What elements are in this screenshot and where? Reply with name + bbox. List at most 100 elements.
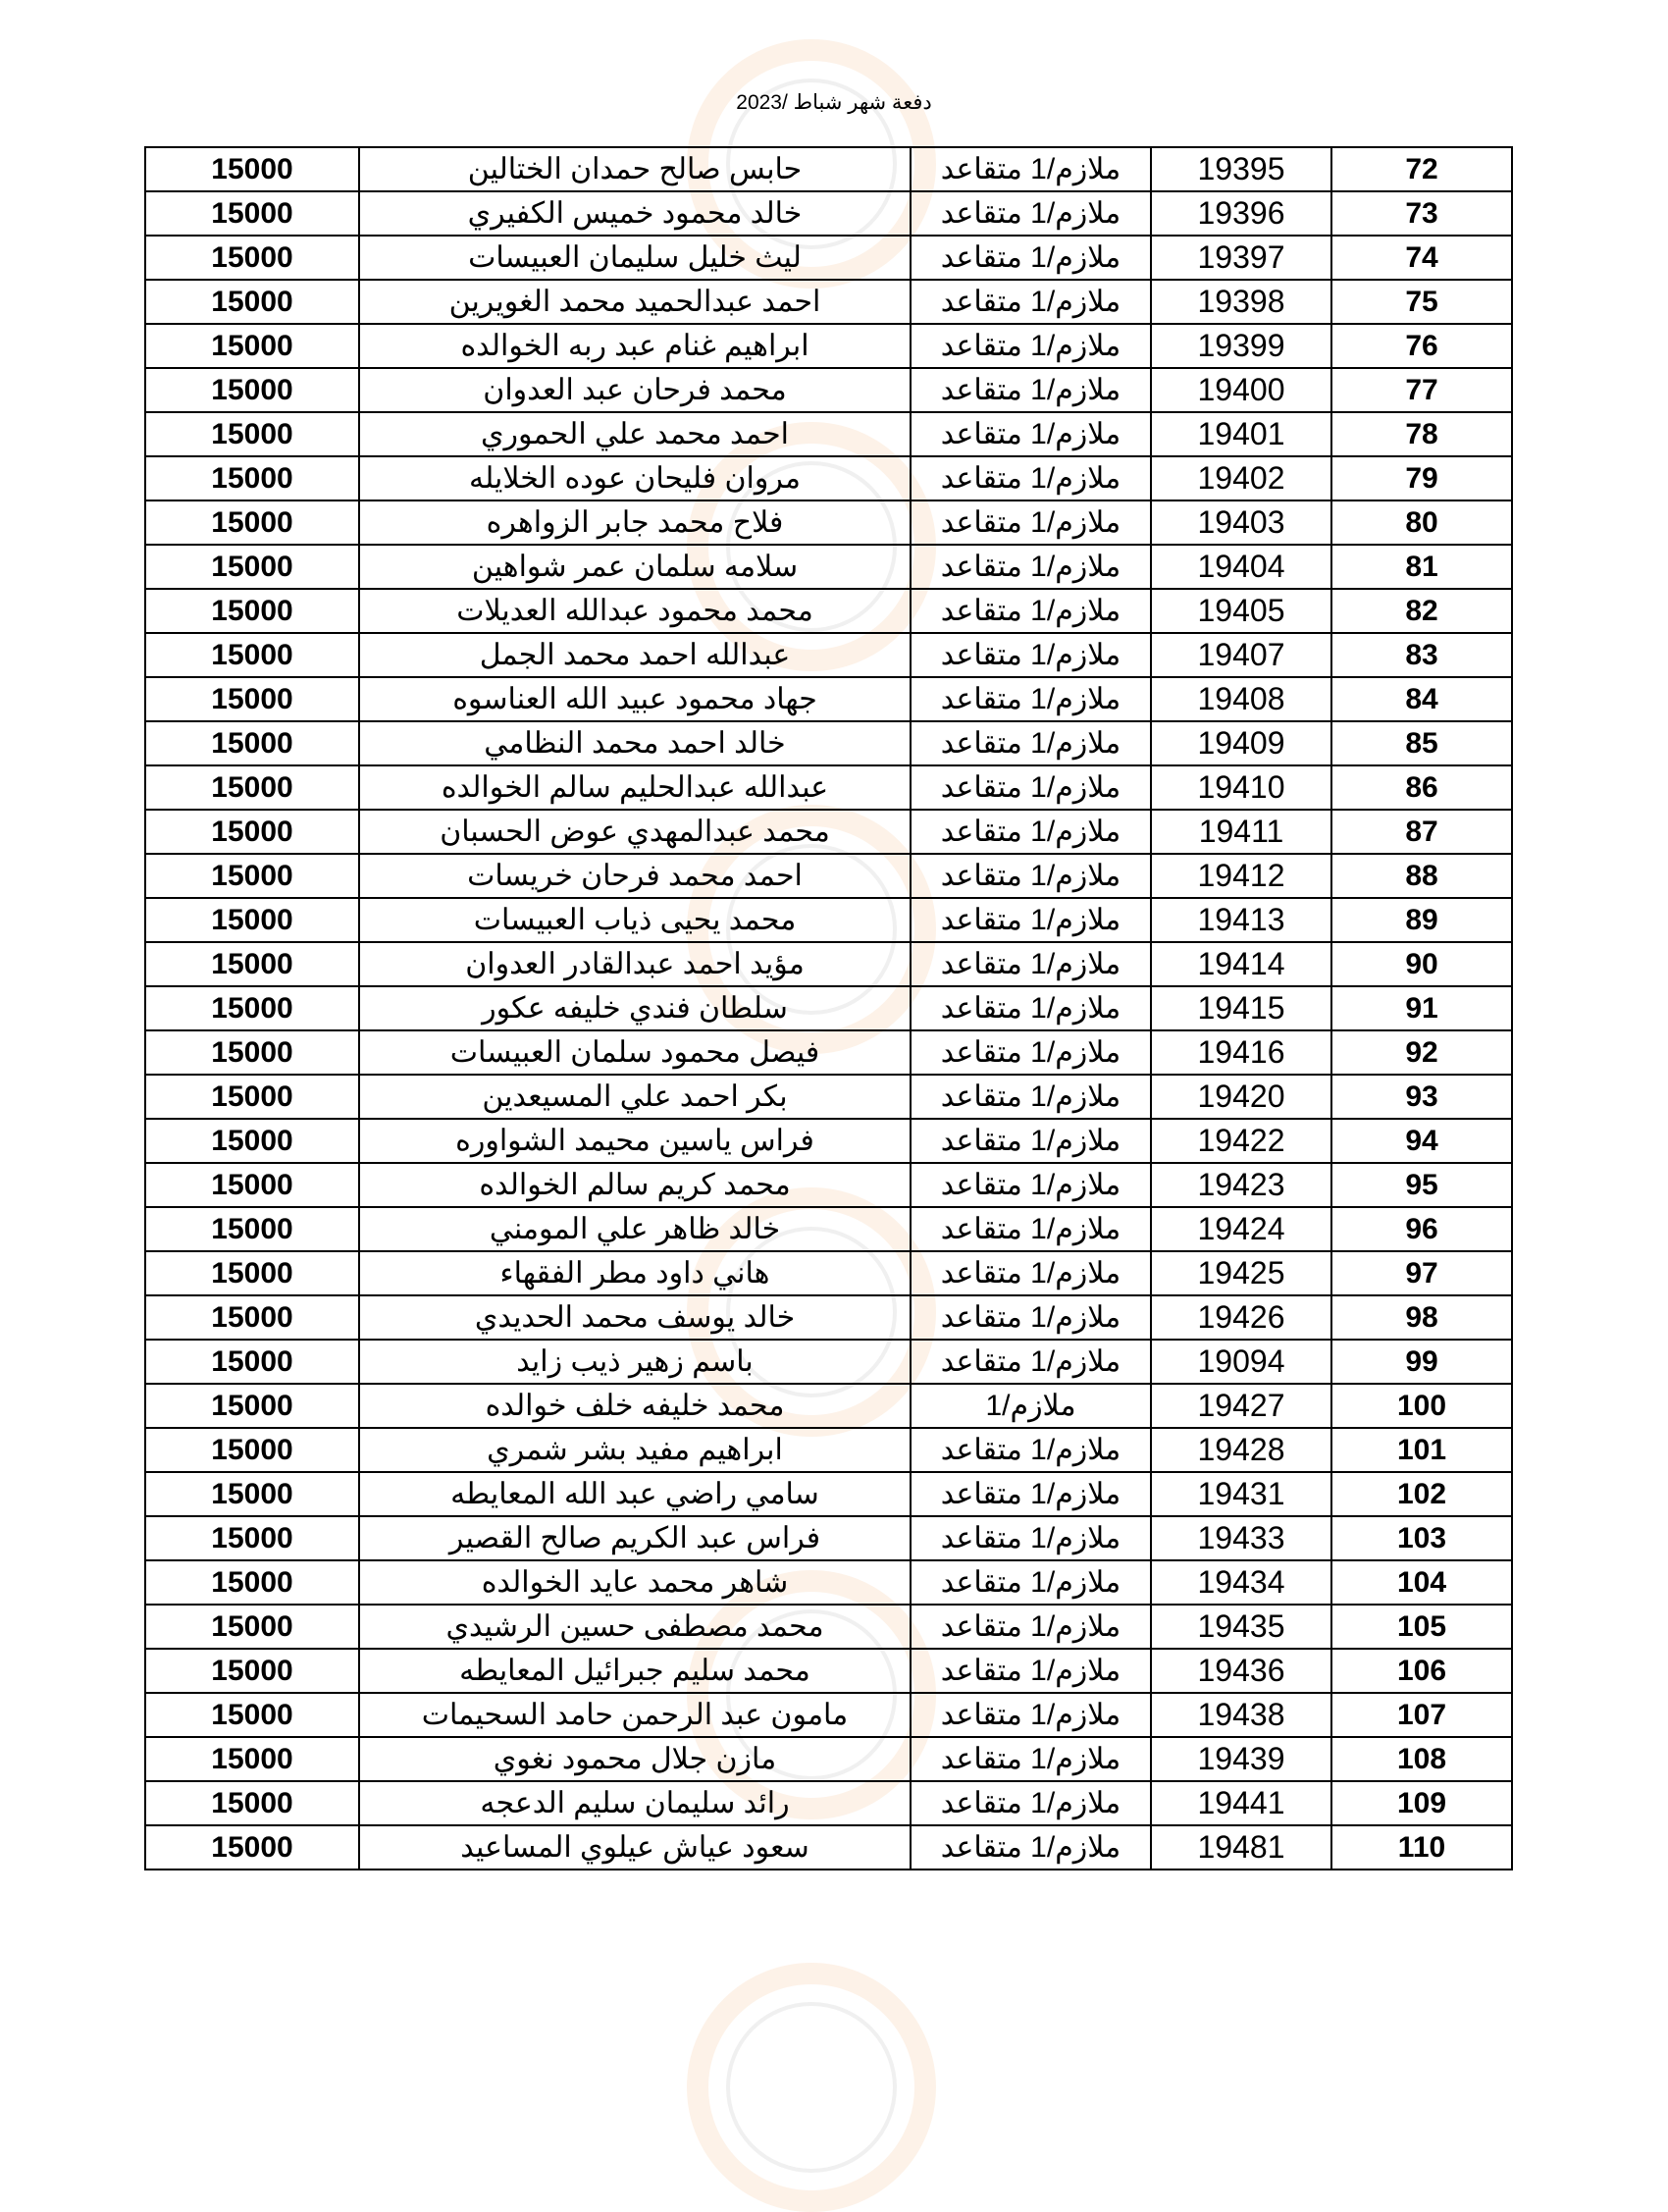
row-number-cell: 92	[1330, 1029, 1513, 1076]
table-row: 78 19401 ملازم/1 متقاعد احمد محمد علي الحمو…	[144, 411, 1513, 457]
table-row: 110 19481 ملازم/1 متقاعد سعود عياش عيلوي ال…	[144, 1824, 1513, 1870]
row-number-cell: 83	[1330, 632, 1513, 678]
amount-cell: 15000	[144, 764, 360, 811]
row-number-cell: 98	[1330, 1294, 1513, 1341]
military-number-cell: 19414	[1150, 941, 1332, 987]
full-name-cell: ابراهيم مفيد بشر شمري	[358, 1427, 912, 1473]
full-name-cell: سعود عياش عيلوي المساعيد	[358, 1824, 912, 1870]
table-row: 87 19411 ملازم/1 متقاعد محمد عبدالمهدي عوض …	[144, 809, 1513, 855]
amount-cell: 15000	[144, 1736, 360, 1782]
row-number-cell: 104	[1330, 1559, 1513, 1606]
amount-cell: 15000	[144, 1206, 360, 1252]
military-number-cell: 19433	[1150, 1515, 1332, 1561]
amount-cell: 15000	[144, 1294, 360, 1341]
row-number-cell: 82	[1330, 588, 1513, 634]
full-name-cell: حابس صالح حمدان الختالين	[358, 146, 912, 192]
amount-cell: 15000	[144, 1250, 360, 1296]
full-name-cell: احمد عبدالحميد محمد الغويرين	[358, 279, 912, 325]
military-number-cell: 19412	[1150, 853, 1332, 899]
table-row: 82 19405 ملازم/1 متقاعد محمد محمود عبدالله …	[144, 588, 1513, 634]
full-name-cell: مؤيد احمد عبدالقادر العدوان	[358, 941, 912, 987]
military-number-cell: 19425	[1150, 1250, 1332, 1296]
amount-cell: 15000	[144, 1383, 360, 1429]
amount-cell: 15000	[144, 1427, 360, 1473]
rank-cell: ملازم/1 متقاعد	[910, 1736, 1152, 1782]
full-name-cell: فيصل محمود سلمان العبيسات	[358, 1029, 912, 1076]
rank-cell: ملازم/1 متقاعد	[910, 588, 1152, 634]
table-row: 88 19412 ملازم/1 متقاعد احمد محمد فرحان خري…	[144, 853, 1513, 899]
military-number-cell: 19402	[1150, 455, 1332, 501]
amount-cell: 15000	[144, 411, 360, 457]
military-number-cell: 19416	[1150, 1029, 1332, 1076]
full-name-cell: محمد عبدالمهدي عوض الحسبان	[358, 809, 912, 855]
row-number-cell: 85	[1330, 720, 1513, 766]
rank-cell: ملازم/1 متقاعد	[910, 455, 1152, 501]
row-number-cell: 88	[1330, 853, 1513, 899]
full-name-cell: بكر احمد علي المسيعدين	[358, 1074, 912, 1120]
rank-cell: ملازم/1 متقاعد	[910, 1648, 1152, 1694]
military-number-cell: 19399	[1150, 323, 1332, 369]
military-number-cell: 19439	[1150, 1736, 1332, 1782]
amount-cell: 15000	[144, 1162, 360, 1208]
row-number-cell: 91	[1330, 985, 1513, 1031]
watermark-clock-logo	[687, 1963, 936, 2212]
table-row: 102 19431 ملازم/1 متقاعد سامي راضي عبد الله…	[144, 1471, 1513, 1517]
rank-cell: ملازم/1 متقاعد	[910, 279, 1152, 325]
row-number-cell: 86	[1330, 764, 1513, 811]
amount-cell: 15000	[144, 1029, 360, 1076]
table-row: 75 19398 ملازم/1 متقاعد احمد عبدالحميد محمد…	[144, 279, 1513, 325]
amount-cell: 15000	[144, 367, 360, 413]
amount-cell: 15000	[144, 279, 360, 325]
amount-cell: 15000	[144, 190, 360, 237]
row-number-cell: 93	[1330, 1074, 1513, 1120]
row-number-cell: 84	[1330, 676, 1513, 722]
amount-cell: 15000	[144, 1559, 360, 1606]
amount-cell: 15000	[144, 941, 360, 987]
row-number-cell: 95	[1330, 1162, 1513, 1208]
military-number-cell: 19397	[1150, 235, 1332, 281]
amount-cell: 15000	[144, 985, 360, 1031]
table-row: 81 19404 ملازم/1 متقاعد سلامه سلمان عمر شوا…	[144, 544, 1513, 590]
full-name-cell: محمد محمود عبدالله العديلات	[358, 588, 912, 634]
rank-cell: ملازم/1	[910, 1383, 1152, 1429]
military-number-cell: 19400	[1150, 367, 1332, 413]
amount-cell: 15000	[144, 146, 360, 192]
military-number-cell: 19426	[1150, 1294, 1332, 1341]
military-number-cell: 19427	[1150, 1383, 1332, 1429]
military-number-cell: 19407	[1150, 632, 1332, 678]
rank-cell: ملازم/1 متقاعد	[910, 190, 1152, 237]
rank-cell: ملازم/1 متقاعد	[910, 1339, 1152, 1385]
table-row: 77 19400 ملازم/1 متقاعد محمد فرحان عبد العد…	[144, 367, 1513, 413]
rank-cell: ملازم/1 متقاعد	[910, 1294, 1152, 1341]
full-name-cell: احمد محمد علي الحموري	[358, 411, 912, 457]
row-number-cell: 99	[1330, 1339, 1513, 1385]
amount-cell: 15000	[144, 720, 360, 766]
table-row: 108 19439 ملازم/1 متقاعد مازن جلال محمود نغ…	[144, 1736, 1513, 1782]
military-number-cell: 19409	[1150, 720, 1332, 766]
row-number-cell: 100	[1330, 1383, 1513, 1429]
military-number-cell: 19420	[1150, 1074, 1332, 1120]
military-number-cell: 19401	[1150, 411, 1332, 457]
full-name-cell: محمد فرحان عبد العدوان	[358, 367, 912, 413]
table-row: 109 19441 ملازم/1 متقاعد رائد سليمان سليم ا…	[144, 1780, 1513, 1826]
table-row: 94 19422 ملازم/1 متقاعد فراس ياسين محيمد ال…	[144, 1118, 1513, 1164]
row-number-cell: 96	[1330, 1206, 1513, 1252]
table-row: 105 19435 ملازم/1 متقاعد محمد مصطفى حسين ال…	[144, 1604, 1513, 1650]
row-number-cell: 110	[1330, 1824, 1513, 1870]
full-name-cell: مازن جلال محمود نغوي	[358, 1736, 912, 1782]
full-name-cell: عبدالله عبدالحليم سالم الخوالده	[358, 764, 912, 811]
row-number-cell: 81	[1330, 544, 1513, 590]
military-number-cell: 19408	[1150, 676, 1332, 722]
table-row: 83 19407 ملازم/1 متقاعد عبدالله احمد محمد ا…	[144, 632, 1513, 678]
rank-cell: ملازم/1 متقاعد	[910, 809, 1152, 855]
table-row: 80 19403 ملازم/1 متقاعد فلاح محمد جابر الزو…	[144, 500, 1513, 546]
full-name-cell: شاهر محمد عايد الخوالده	[358, 1559, 912, 1606]
table-row: 104 19434 ملازم/1 متقاعد شاهر محمد عايد الخ…	[144, 1559, 1513, 1606]
row-number-cell: 94	[1330, 1118, 1513, 1164]
full-name-cell: محمد يحيى ذياب العبيسات	[358, 897, 912, 943]
rank-cell: ملازم/1 متقاعد	[910, 500, 1152, 546]
table-row: 106 19436 ملازم/1 متقاعد محمد سليم جبرائيل …	[144, 1648, 1513, 1694]
table-row: 89 19413 ملازم/1 متقاعد محمد يحيى ذياب العب…	[144, 897, 1513, 943]
full-name-cell: محمد سليم جبرائيل المعايطه	[358, 1648, 912, 1694]
military-number-cell: 19404	[1150, 544, 1332, 590]
